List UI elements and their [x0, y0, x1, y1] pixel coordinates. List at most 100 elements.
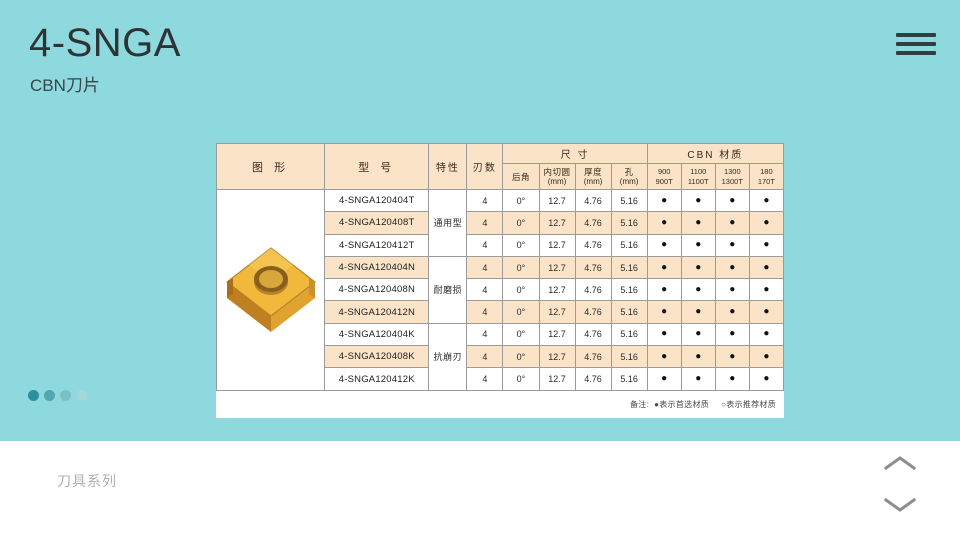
- cell-thickness: 4.76: [574, 255, 612, 280]
- chevron-up-icon[interactable]: [883, 454, 917, 472]
- cell-material-1300: ●: [714, 300, 750, 324]
- cell-relief-angle: 0°: [502, 188, 540, 213]
- footnote-prefix: 备注:: [630, 400, 650, 410]
- mat1-top: 900: [657, 167, 671, 176]
- spec-table-head: 图 形 型 号 特性 刃数 尺 寸 CBN 材质 后角 内切圆 (mm): [216, 143, 784, 190]
- cell-relief-angle: 0°: [502, 233, 540, 257]
- cell-material-1300: ●: [714, 233, 750, 257]
- cell-relief-angle: 0°: [502, 255, 540, 280]
- carousel-dots: [28, 390, 87, 401]
- cell-inscribed-circle: 12.7: [538, 278, 576, 302]
- cell-edges: 4: [466, 300, 504, 324]
- cell-relief-angle: 0°: [502, 300, 540, 324]
- ic-label: 内切圆: [543, 166, 571, 177]
- cell-material-180: ●: [748, 300, 784, 324]
- cell-material-180: ●: [748, 345, 784, 369]
- cell-material-180: ●: [748, 233, 784, 257]
- carousel-dot-1[interactable]: [28, 390, 39, 401]
- thk-label: 厚度: [584, 166, 603, 177]
- col-header-material-1100: 1100 1100T: [680, 163, 716, 190]
- cell-thickness: 4.76: [574, 278, 612, 302]
- cell-material-900: ●: [646, 345, 682, 369]
- cell-material-1300: ●: [714, 255, 750, 280]
- cell-model: 4-SNGA120404N: [324, 255, 430, 280]
- cell-hole: 5.16: [610, 188, 648, 213]
- col-header-material-900: 900 900T: [646, 163, 682, 190]
- vertical-nav-controls: [878, 454, 922, 514]
- mat2-top: 1100: [690, 167, 707, 176]
- col-header-relief-angle: 后角: [502, 163, 540, 190]
- bottom-bar: 刀具系列: [0, 441, 960, 540]
- carousel-dot-4[interactable]: [76, 390, 87, 401]
- cell-material-1100: ●: [680, 345, 716, 369]
- cell-material-900: ●: [646, 278, 682, 302]
- group-header-cbn-material: CBN 材质: [646, 143, 784, 164]
- cell-material-180: ●: [748, 211, 784, 235]
- cell-model: 4-SNGA120408T: [324, 211, 430, 235]
- group-header-dimensions: 尺 寸: [502, 143, 648, 164]
- table-row: 4-SNGA120412T 4 0° 12.7 4.76 5.16 ● ● ● ●: [217, 233, 784, 257]
- col-header-feature: 特性: [428, 143, 468, 190]
- cell-hole: 5.16: [610, 367, 648, 391]
- cell-material-180: ●: [748, 322, 784, 347]
- cell-material-1100: ●: [680, 367, 716, 391]
- cell-hole: 5.16: [610, 211, 648, 235]
- col-header-material-180: 180 170T: [748, 163, 784, 190]
- cell-thickness: 4.76: [574, 188, 612, 213]
- cell-relief-angle: 0°: [502, 345, 540, 369]
- cell-feature: 耐磨损: [428, 255, 468, 324]
- col-header-hole: 孔 (mm): [610, 163, 648, 190]
- cell-hole: 5.16: [610, 322, 648, 347]
- cell-material-900: ●: [646, 233, 682, 257]
- table-row: 4-SNGA120412N 4 0° 12.7 4.76 5.16 ● ● ● ●: [217, 300, 784, 324]
- insert-figure: [216, 189, 326, 391]
- mat3-bottom: 1300T: [721, 176, 743, 186]
- thk-unit: (mm): [583, 176, 603, 186]
- cell-material-900: ●: [646, 367, 682, 391]
- col-header-thickness: 厚度 (mm): [574, 163, 612, 190]
- cell-edges: 4: [466, 367, 504, 391]
- chevron-down-icon[interactable]: [883, 496, 917, 514]
- cell-material-1100: ●: [680, 300, 716, 324]
- cell-material-1100: ●: [680, 211, 716, 235]
- col-header-model: 型 号: [324, 143, 430, 190]
- cell-thickness: 4.76: [574, 367, 612, 391]
- cell-material-1300: ●: [714, 188, 750, 213]
- hamburger-bar-2: [896, 42, 936, 46]
- cell-relief-angle: 0°: [502, 211, 540, 235]
- cell-edges: 4: [466, 345, 504, 369]
- cell-thickness: 4.76: [574, 345, 612, 369]
- cell-material-900: ●: [646, 188, 682, 213]
- cell-material-900: ●: [646, 322, 682, 347]
- hamburger-bar-3: [896, 51, 936, 55]
- carousel-dot-3[interactable]: [60, 390, 71, 401]
- cell-inscribed-circle: 12.7: [538, 367, 576, 391]
- cell-edges: 4: [466, 211, 504, 235]
- cell-feature: 抗崩刃: [428, 322, 468, 391]
- cell-material-1100: ●: [680, 278, 716, 302]
- bottom-category-label: 刀具系列: [57, 473, 117, 489]
- table-row: 4-SNGA120404N 耐磨损 4 0° 12.7 4.76 5.16 ● ● ● ●: [217, 255, 784, 324]
- cell-edges: 4: [466, 188, 504, 213]
- cell-hole: 5.16: [610, 233, 648, 257]
- cell-material-1100: ●: [680, 188, 716, 213]
- cell-hole: 5.16: [610, 255, 648, 280]
- carousel-dot-2[interactable]: [44, 390, 55, 401]
- hamburger-menu-icon[interactable]: [896, 30, 936, 58]
- page-title: 4-SNGA: [29, 21, 181, 65]
- col-header-edges: 刃数: [466, 143, 504, 190]
- cell-thickness: 4.76: [574, 233, 612, 257]
- page-subtitle: CBN刀片: [30, 76, 100, 95]
- cell-thickness: 4.76: [574, 211, 612, 235]
- cell-material-1100: ●: [680, 322, 716, 347]
- mat1-bottom: 900T: [655, 176, 673, 186]
- spec-table-card: 图 形 型 号 特性 刃数 尺 寸 CBN 材质 后角 内切圆 (mm): [216, 143, 784, 418]
- cell-material-900: ●: [646, 255, 682, 280]
- cell-edges: 4: [466, 255, 504, 280]
- col-header-figure: 图 形: [216, 143, 326, 190]
- hero-panel: 4-SNGA CBN刀片 图 形: [0, 0, 960, 441]
- cell-material-180: ●: [748, 188, 784, 213]
- cell-thickness: 4.76: [574, 322, 612, 347]
- cell-model: 4-SNGA120412T: [324, 233, 430, 257]
- cell-inscribed-circle: 12.7: [538, 211, 576, 235]
